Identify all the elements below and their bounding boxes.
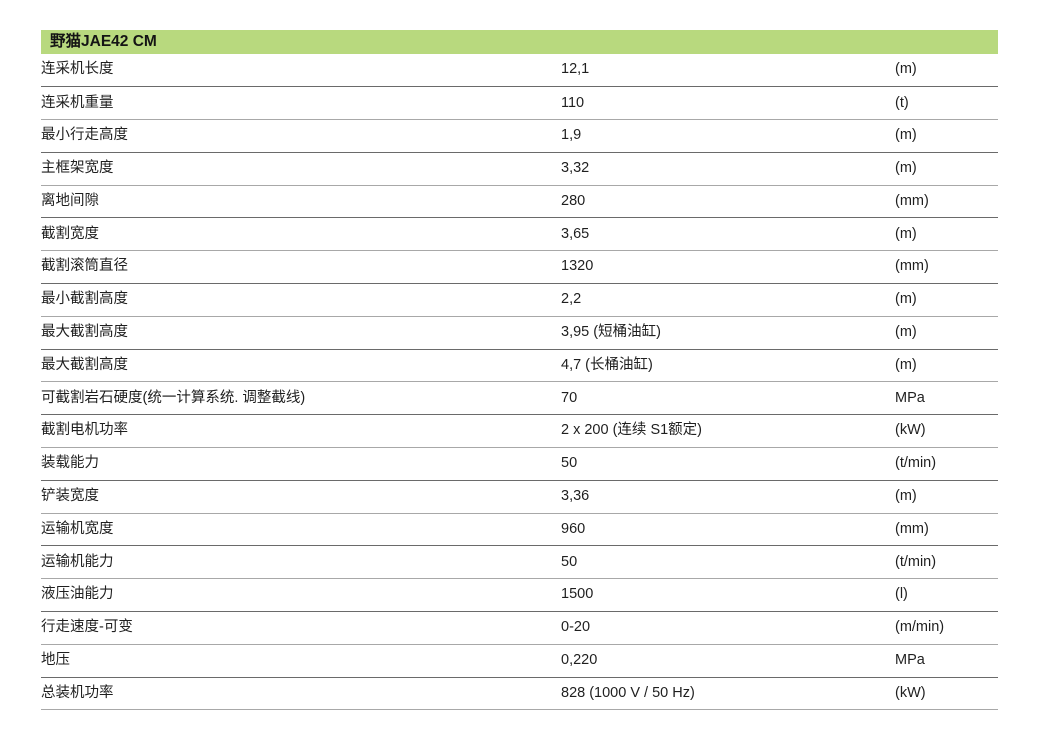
spec-unit: (t): [895, 86, 998, 121]
table-row: 截割滚筒直径 1320 (mm): [41, 250, 998, 285]
spec-value: 0,220: [561, 644, 895, 678]
spec-label: 可截割岩石硬度(统一计算系统. 调整截线): [41, 381, 561, 416]
spec-header-bar: 野猫JAE42 CM: [41, 30, 998, 54]
spec-value: 50: [561, 545, 895, 580]
spec-label: 最大截割高度: [41, 316, 561, 350]
spec-value: 0-20: [561, 611, 895, 645]
spec-unit: (m): [895, 480, 998, 514]
table-body: 连采机长度 12,1 (m) 连采机重量 110 (t) 最小行走高度 1,9 (m) 主框架宽度…: [41, 54, 998, 711]
spec-unit: MPa: [895, 381, 998, 416]
spec-label: 运输机宽度: [41, 513, 561, 547]
spec-label: 连采机重量: [41, 86, 561, 121]
spec-value: 3,65: [561, 217, 895, 252]
spec-unit: (mm): [895, 513, 998, 547]
page-title: 野猫JAE42 CM: [50, 33, 157, 50]
spec-unit: (t/min): [895, 545, 998, 580]
table-row: 总装机功率 828 (1000 V / 50 Hz) (kW): [41, 677, 998, 711]
spec-unit: (m): [895, 54, 998, 88]
spec-unit: (kW): [895, 414, 998, 449]
spec-label: 装载能力: [41, 447, 561, 481]
spec-unit: (kW): [895, 677, 998, 711]
spec-label: 总装机功率: [41, 677, 561, 711]
spec-label: 连采机长度: [41, 54, 561, 88]
spec-value: 70: [561, 381, 895, 416]
spec-unit: (mm): [895, 185, 998, 219]
specifications-table: 连采机长度 12,1 (m) 连采机重量 110 (t) 最小行走高度 1,9 (m) 主框架宽度…: [41, 54, 998, 711]
table-row: 行走速度-可变 0-20 (m/min): [41, 611, 998, 645]
spec-unit: (m): [895, 349, 998, 383]
spec-unit: (l): [895, 578, 998, 613]
table-row: 最大截割高度 3,95 (短桶油缸) (m): [41, 316, 998, 350]
table-row: 离地间隙 280 (mm): [41, 185, 998, 219]
spec-value: 2 x 200 (连续 S1额定): [561, 414, 895, 449]
table-row: 装载能力 50 (t/min): [41, 447, 998, 481]
spec-unit: (m): [895, 119, 998, 153]
spec-value: 2,2: [561, 283, 895, 317]
spec-label: 截割宽度: [41, 217, 561, 252]
table-row: 截割电机功率 2 x 200 (连续 S1额定) (kW): [41, 414, 998, 449]
spec-label: 运输机能力: [41, 545, 561, 580]
table-row: 铲装宽度 3,36 (m): [41, 480, 998, 514]
spec-unit: (m): [895, 316, 998, 350]
spec-label: 液压油能力: [41, 578, 561, 613]
spec-label: 截割滚筒直径: [41, 250, 561, 285]
spec-value: 50: [561, 447, 895, 481]
spec-value: 110: [561, 86, 895, 121]
spec-unit: (m): [895, 283, 998, 317]
spec-unit: MPa: [895, 644, 998, 678]
table-row: 连采机重量 110 (t): [41, 86, 998, 121]
spec-label: 最小行走高度: [41, 119, 561, 153]
spec-unit: (t/min): [895, 447, 998, 481]
table-row: 连采机长度 12,1 (m): [41, 54, 998, 88]
spec-label: 截割电机功率: [41, 414, 561, 449]
spec-unit: (m): [895, 152, 998, 186]
table-row: 运输机宽度 960 (mm): [41, 513, 998, 547]
spec-label: 主框架宽度: [41, 152, 561, 186]
spec-label: 最大截割高度: [41, 349, 561, 383]
table-row: 最小截割高度 2,2 (m): [41, 283, 998, 317]
spec-label: 铲装宽度: [41, 480, 561, 514]
spec-unit: (m): [895, 217, 998, 252]
table-row: 截割宽度 3,65 (m): [41, 217, 998, 252]
spec-value: 3,95 (短桶油缸): [561, 316, 895, 350]
table-row: 最小行走高度 1,9 (m): [41, 119, 998, 153]
spec-label: 离地间隙: [41, 185, 561, 219]
spec-unit: (mm): [895, 250, 998, 285]
table-row: 地压 0,220 MPa: [41, 644, 998, 678]
spec-unit: (m/min): [895, 611, 998, 645]
spec-value: 3,32: [561, 152, 895, 186]
spec-value: 3,36: [561, 480, 895, 514]
spec-value: 1500: [561, 578, 895, 613]
spec-label: 最小截割高度: [41, 283, 561, 317]
spec-value: 960: [561, 513, 895, 547]
table-row: 主框架宽度 3,32 (m): [41, 152, 998, 186]
spec-value: 828 (1000 V / 50 Hz): [561, 677, 895, 711]
spec-label: 地压: [41, 644, 561, 678]
spec-value: 12,1: [561, 54, 895, 88]
spec-value: 1,9: [561, 119, 895, 153]
spec-label: 行走速度-可变: [41, 611, 561, 645]
table-row: 液压油能力 1500 (l): [41, 578, 998, 613]
table-row: 可截割岩石硬度(统一计算系统. 调整截线) 70 MPa: [41, 381, 998, 416]
spec-value: 4,7 (长桶油缸): [561, 349, 895, 383]
specification-sheet: 野猫JAE42 CM 连采机长度 12,1 (m) 连采机重量 110 (t) 最小行走高度…: [41, 30, 998, 711]
spec-value: 1320: [561, 250, 895, 285]
table-row: 最大截割高度 4,7 (长桶油缸) (m): [41, 349, 998, 383]
table-row: 运输机能力 50 (t/min): [41, 545, 998, 580]
spec-value: 280: [561, 185, 895, 219]
